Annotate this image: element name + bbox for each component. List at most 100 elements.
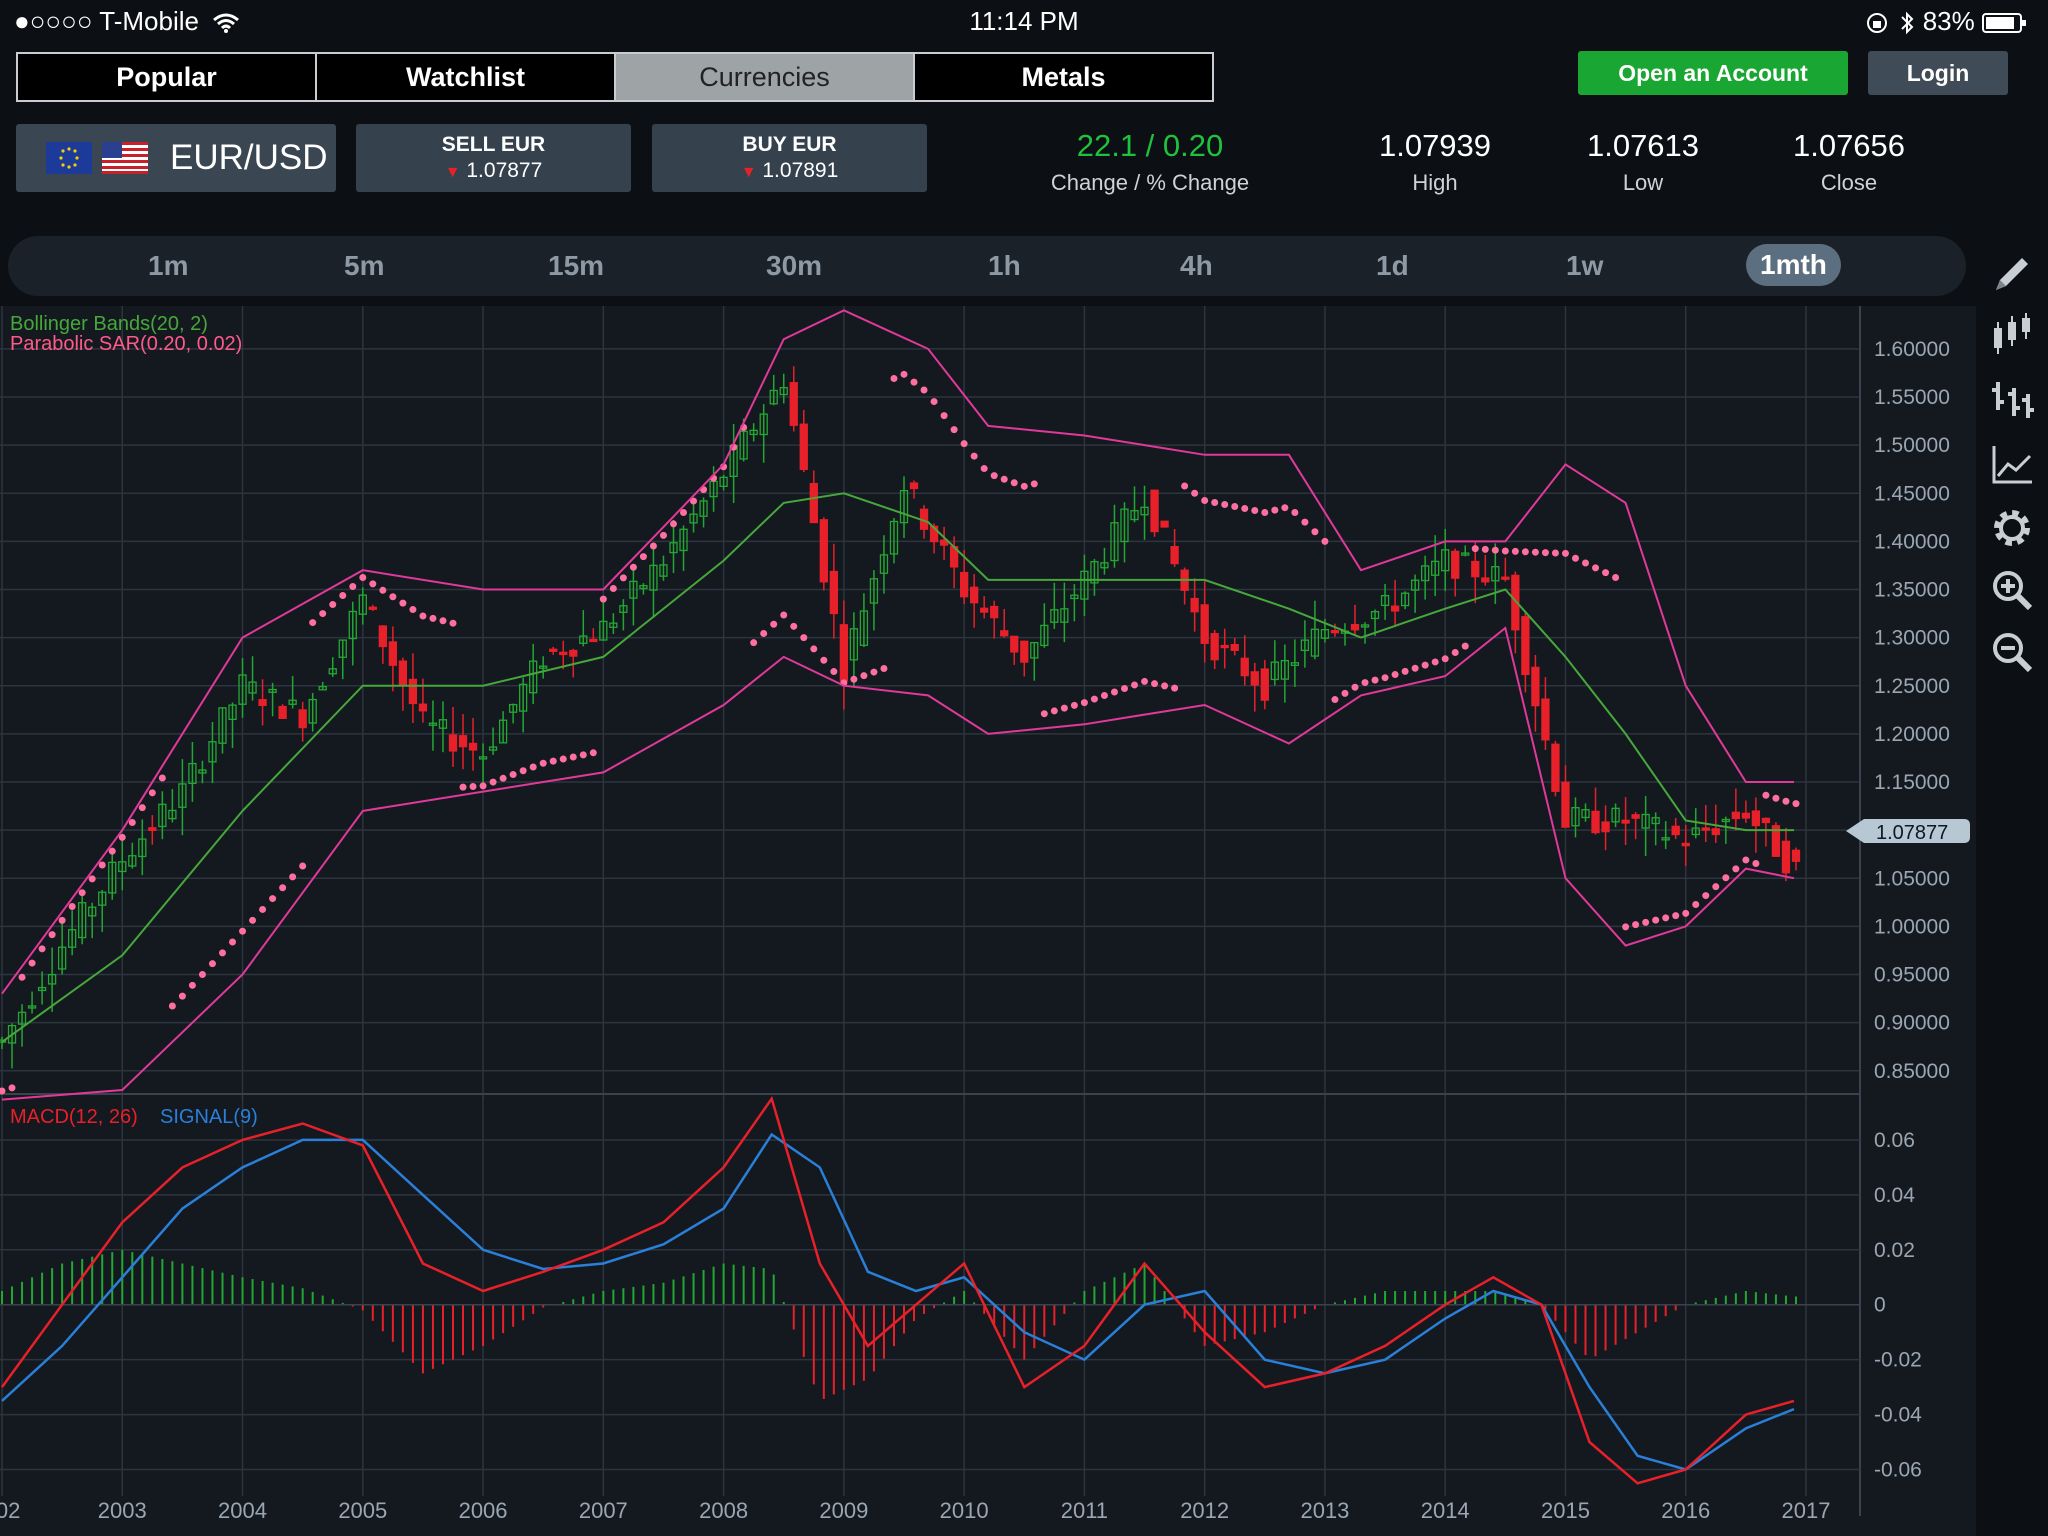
candle-body xyxy=(368,606,377,610)
buy-button[interactable]: BUY EUR ▼ 1.07891 xyxy=(652,124,927,192)
open-account-button[interactable]: Open an Account xyxy=(1578,51,1848,95)
change-label: Change / % Change xyxy=(1050,170,1250,195)
x-tick-label: 2014 xyxy=(1421,1498,1470,1523)
tab-metals[interactable]: Metals xyxy=(915,54,1212,100)
candle-body xyxy=(498,719,508,744)
candle-body xyxy=(1431,560,1440,576)
candle-body xyxy=(388,641,398,666)
sar-dot xyxy=(659,531,667,539)
bluetooth-icon xyxy=(1901,11,1914,35)
candle-body xyxy=(1581,809,1590,819)
timeframe-4h[interactable]: 4h xyxy=(1180,250,1213,281)
candle-body xyxy=(899,489,909,524)
sar-dot xyxy=(419,612,427,620)
timeframe-1m[interactable]: 1m xyxy=(148,250,189,281)
zoom-out-icon[interactable] xyxy=(1988,628,2036,676)
candle-body xyxy=(1781,840,1791,874)
timeframe-1h[interactable]: 1h xyxy=(988,250,1021,281)
candlestick-icon[interactable] xyxy=(1988,310,2036,358)
timeframe-5m[interactable]: 5m xyxy=(344,250,385,281)
sar-dot xyxy=(1040,710,1048,718)
sar-dot xyxy=(339,592,347,600)
sar-dot xyxy=(599,595,607,603)
sar-dot xyxy=(1080,699,1088,707)
candle-body xyxy=(47,974,57,985)
candle-body xyxy=(278,705,287,720)
candle-body xyxy=(1080,570,1089,600)
sar-dot xyxy=(1561,549,1569,557)
candle-body xyxy=(108,861,117,894)
y-tick-label: 1.30000 xyxy=(1874,627,1950,650)
us-flag-icon xyxy=(102,142,148,174)
x-tick-label: 2009 xyxy=(819,1498,868,1523)
sar-dot xyxy=(1251,506,1259,514)
sar-dot xyxy=(309,619,317,627)
sar-dot xyxy=(1020,482,1028,490)
current-price-label: 1.07877 xyxy=(1876,822,1948,844)
sar-dot xyxy=(1602,569,1610,577)
candle-body xyxy=(1290,662,1300,666)
macd-line xyxy=(0,1095,1795,1485)
zoom-in-icon[interactable] xyxy=(1988,566,2036,614)
sar-dot xyxy=(1261,509,1269,516)
candle-body xyxy=(358,594,367,615)
candle-body xyxy=(1010,635,1019,653)
sar-dot xyxy=(569,753,577,761)
ohlc-bars-icon[interactable] xyxy=(1988,374,2036,422)
candle-body xyxy=(1140,506,1149,516)
candle-body xyxy=(1000,630,1009,637)
macd-tick-label: 0 xyxy=(1874,1294,1886,1317)
sar-dot xyxy=(900,370,908,378)
sar-dot xyxy=(1712,883,1720,891)
candle-body xyxy=(1390,605,1400,612)
battery-percent: 83% xyxy=(1922,6,1975,36)
sar-dot xyxy=(950,426,958,434)
tab-currencies[interactable]: Currencies xyxy=(616,54,915,100)
sar-dot xyxy=(509,771,517,779)
timeframe-1mth[interactable]: 1mth xyxy=(1746,244,1841,286)
battery-area: 83% xyxy=(1866,6,2028,37)
sar-dot xyxy=(519,767,527,775)
close-label: Close xyxy=(1820,170,1878,195)
candle-body xyxy=(158,803,167,828)
candle-body xyxy=(519,683,528,712)
tab-popular[interactable]: Popular xyxy=(18,54,317,100)
sar-dot xyxy=(539,759,547,767)
candle-body xyxy=(559,651,568,656)
sar-dot xyxy=(790,622,798,630)
buy-price: 1.07891 xyxy=(762,159,839,182)
instrument-selector[interactable]: EUR/USD xyxy=(16,124,336,192)
sar-dot xyxy=(1431,658,1439,666)
sar-dot xyxy=(690,497,698,505)
sar-dot xyxy=(1301,518,1309,526)
candle-body xyxy=(258,699,267,707)
tab-watchlist[interactable]: Watchlist xyxy=(317,54,616,100)
sar-dot xyxy=(800,634,808,642)
timeframe-15m[interactable]: 15m xyxy=(548,250,605,281)
pencil-icon[interactable] xyxy=(1988,250,2036,298)
price-chart[interactable]: 1.60000 1.55000 1.50000 1.45000 1.40000 1.350… xyxy=(0,306,1976,1536)
legend-bollinger: Bollinger Bands(20, 2) xyxy=(10,313,208,335)
sar-dot xyxy=(1702,892,1710,900)
timeframe-30m[interactable]: 30m xyxy=(766,250,823,281)
timeframe-1d[interactable]: 1d xyxy=(1376,250,1409,281)
timeframe-1w[interactable]: 1w xyxy=(1566,250,1604,281)
sar-dot xyxy=(830,668,838,676)
sar-dot xyxy=(158,774,166,782)
sar-dot xyxy=(449,619,457,627)
login-button[interactable]: Login xyxy=(1868,51,2008,95)
gear-icon[interactable] xyxy=(1988,504,2036,552)
sar-dot xyxy=(78,889,86,897)
sar-dot xyxy=(1331,696,1339,704)
macd-tick-label: 0.06 xyxy=(1874,1129,1915,1152)
sar-dot xyxy=(1571,554,1579,562)
sell-label: SELL EUR xyxy=(441,133,546,156)
sell-button[interactable]: SELL EUR ▼ 1.07877 xyxy=(356,124,631,192)
candle-body xyxy=(348,610,357,640)
candle-body xyxy=(1551,743,1560,792)
y-tick-label: 1.05000 xyxy=(1874,867,1950,890)
sar-dot xyxy=(1281,504,1289,512)
macd-tick-label: 0.02 xyxy=(1874,1239,1915,1262)
line-chart-icon[interactable] xyxy=(1988,440,2036,488)
sar-dot xyxy=(1481,545,1489,553)
